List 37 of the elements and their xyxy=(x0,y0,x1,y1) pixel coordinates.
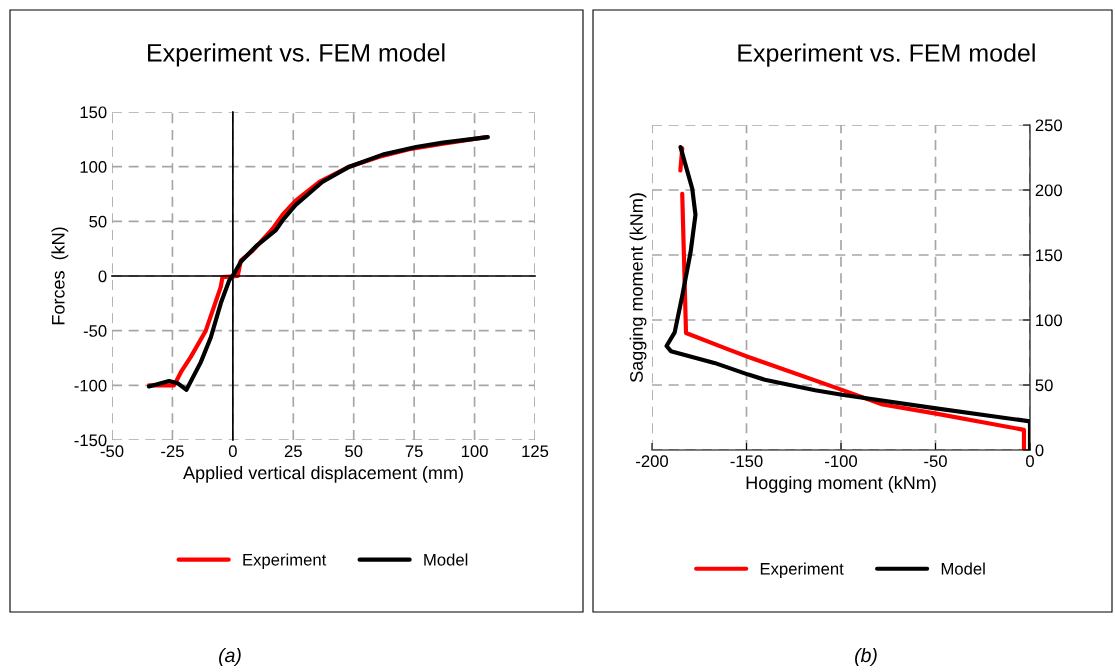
legend-label: Model xyxy=(941,562,985,575)
x-tick-label: -150 xyxy=(730,455,763,468)
y-tick-label: -150 xyxy=(74,434,107,447)
x-tick-label: 125 xyxy=(522,445,549,458)
legend-label: Experiment xyxy=(243,553,327,569)
y-tick-label: 0 xyxy=(98,270,107,283)
x-axis-title: Hogging moment (kNm) xyxy=(746,475,936,493)
x-tick-label: -25 xyxy=(161,445,184,458)
legend-label: Model xyxy=(424,553,468,566)
y-axis-title: Forces (kN) xyxy=(51,227,69,325)
x-tick-label: -50 xyxy=(924,455,947,468)
y-tick-label: 150 xyxy=(80,106,107,119)
chart-title: Experiment vs. FEM model xyxy=(738,43,1035,67)
chart-title: Experiment vs. FEM model xyxy=(148,43,445,67)
x-tick-label: 0 xyxy=(228,445,237,458)
y-tick-label: 100 xyxy=(1036,314,1063,327)
y-axis-title: Sagging moment (kNm) xyxy=(629,193,647,382)
x-tick-label: -200 xyxy=(636,455,669,468)
y-tick-label: 50 xyxy=(89,215,107,228)
y-tick-label: 250 xyxy=(1035,119,1063,132)
y-tick-label: 50 xyxy=(1035,379,1053,392)
x-tick-label: 100 xyxy=(461,445,488,458)
legend-label: Experiment xyxy=(760,562,844,579)
y-tick-label: 100 xyxy=(80,161,107,173)
text: (a) xyxy=(219,647,241,667)
y-tick-label: -100 xyxy=(74,379,107,392)
x-tick-label: 50 xyxy=(345,445,363,458)
x-axis-title: Applied vertical displacement (mm) xyxy=(183,465,463,483)
x-tick-label: 75 xyxy=(405,445,423,458)
y-tick-label: 200 xyxy=(1035,184,1063,197)
x-tick-label: -100 xyxy=(825,455,858,468)
y-tick-label: 150 xyxy=(1036,249,1063,262)
x-tick-label: 25 xyxy=(284,445,302,458)
y-tick-label: -50 xyxy=(83,325,107,337)
x-tick-label: -50 xyxy=(100,445,124,458)
text: (b) xyxy=(855,647,877,667)
x-tick-label: 0 xyxy=(1026,455,1034,468)
